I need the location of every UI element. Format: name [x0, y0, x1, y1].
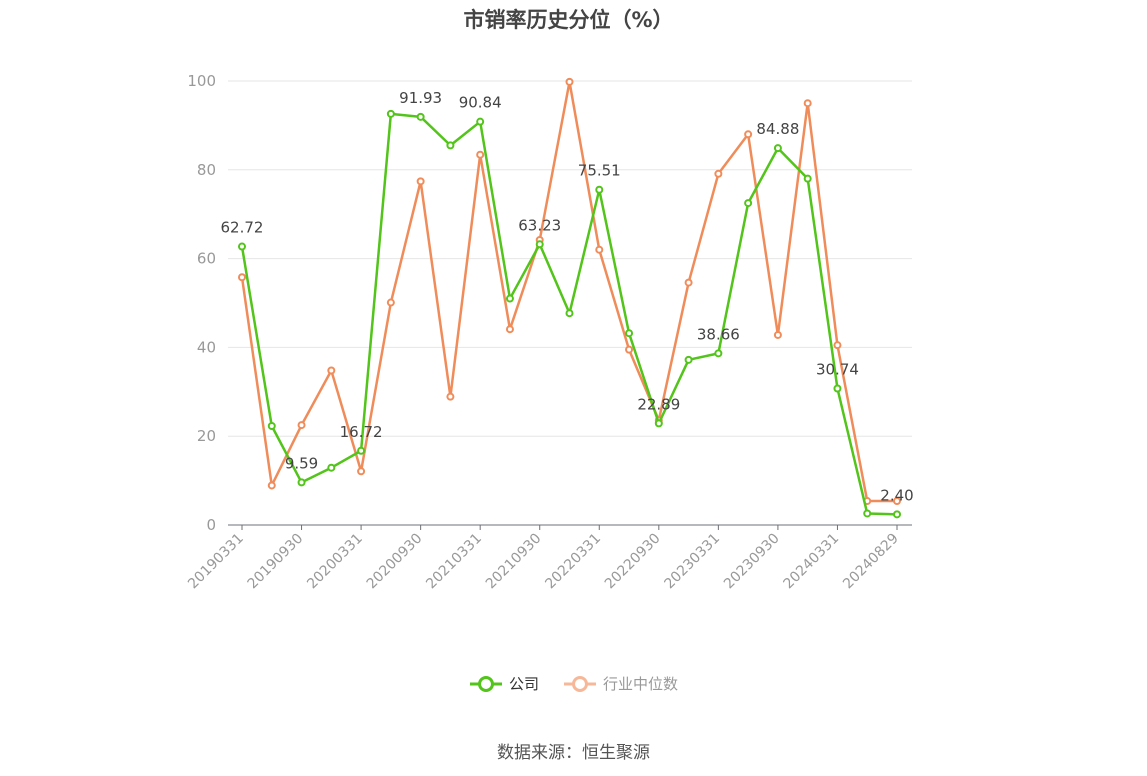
- data-point-company: [684, 355, 693, 364]
- data-point-industry: [625, 345, 634, 354]
- x-tick-label: 20190930: [245, 531, 307, 593]
- label-layer: 62.72 9.59 16.72 91.93 90.84 63.23 75.51 22.89 3…: [221, 89, 914, 505]
- data-point-company: [476, 117, 485, 126]
- legend-marker-company-icon: [469, 675, 502, 692]
- data-point-industry: [505, 325, 514, 334]
- data-point-company: [833, 384, 842, 393]
- axis-layer: 0 20 40 60 80 100 2019033120190930202003312020…: [185, 72, 912, 592]
- legend: 公司 行业中位数: [0, 673, 1147, 694]
- data-point-industry: [773, 330, 782, 339]
- data-label: 90.84: [459, 94, 502, 112]
- data-label: 38.66: [697, 325, 740, 343]
- series-layer: [238, 77, 901, 519]
- data-point-company: [654, 419, 663, 428]
- data-point-company: [357, 446, 366, 455]
- data-point-industry: [684, 278, 693, 287]
- x-tick-label: 20210930: [483, 531, 545, 593]
- data-point-company: [416, 112, 425, 121]
- data-label: 84.88: [756, 120, 799, 138]
- x-tick-label: 20190331: [185, 531, 247, 593]
- x-tick-label: 20220331: [542, 531, 604, 593]
- data-point-company: [327, 463, 336, 472]
- data-point-company: [803, 174, 812, 183]
- y-tick-label: 0: [206, 516, 216, 534]
- data-label: 75.51: [578, 162, 621, 180]
- x-tick-label: 20240829: [840, 531, 902, 593]
- data-point-company: [893, 510, 901, 519]
- data-point-industry: [327, 366, 336, 375]
- data-point-company: [446, 141, 455, 150]
- data-point-industry: [297, 421, 306, 430]
- data-source: 数据来源：恒生聚源: [497, 743, 650, 763]
- legend-label-company: 公司: [508, 675, 539, 693]
- data-label: 30.74: [816, 361, 859, 379]
- data-label: 91.93: [399, 89, 442, 107]
- data-label: 9.59: [285, 454, 318, 472]
- x-tick-label: 20210331: [423, 531, 485, 593]
- data-point-industry: [565, 77, 574, 86]
- data-point-company: [505, 294, 514, 303]
- data-point-industry: [893, 497, 901, 506]
- legend-label-industry: 行业中位数: [603, 675, 679, 693]
- data-label: 16.72: [340, 423, 383, 441]
- line-chart: 0 20 40 60 80 100 2019033120190930202003312020…: [185, 72, 914, 592]
- data-point-industry: [714, 169, 723, 178]
- x-tick-label: 20240331: [781, 531, 843, 593]
- y-tick-label: 60: [197, 250, 216, 268]
- data-point-company: [386, 109, 395, 118]
- x-tick-label: 20200930: [364, 531, 426, 593]
- data-point-company: [297, 478, 306, 487]
- data-point-industry: [446, 392, 455, 401]
- y-tick-label: 100: [187, 72, 216, 90]
- data-point-industry: [803, 99, 812, 108]
- data-point-industry: [476, 150, 485, 159]
- y-tick-label: 80: [197, 161, 216, 179]
- data-point-industry: [416, 177, 425, 186]
- data-label: 62.72: [221, 219, 264, 237]
- data-point-company: [744, 199, 753, 208]
- x-tick-label: 20230930: [721, 531, 783, 593]
- data-label: 22.89: [637, 395, 680, 413]
- legend-marker-industry-icon: [564, 675, 596, 692]
- data-point-company: [625, 329, 634, 338]
- x-tick-label: 20220930: [602, 531, 664, 593]
- x-tick-label: 20230331: [661, 531, 723, 593]
- data-point-industry: [386, 298, 395, 307]
- data-label: 2.40: [880, 486, 913, 504]
- legend-item-company[interactable]: 公司: [469, 673, 539, 694]
- data-point-industry: [744, 130, 753, 139]
- data-point-industry: [833, 341, 842, 350]
- data-point-company: [595, 185, 604, 194]
- data-point-industry: [267, 481, 276, 490]
- data-point-company: [714, 349, 723, 358]
- data-point-industry: [238, 273, 246, 282]
- y-tick-label: 20: [197, 427, 216, 445]
- data-point-company: [238, 242, 246, 251]
- x-tick-label: 20200331: [304, 531, 366, 593]
- data-point-industry: [357, 467, 366, 476]
- data-label: 63.23: [518, 216, 561, 234]
- y-tick-label: 40: [197, 338, 216, 356]
- chart-title: 市销率历史分位（%）: [463, 8, 674, 32]
- legend-item-industry[interactable]: 行业中位数: [563, 673, 678, 694]
- grid-layer: [228, 80, 912, 437]
- data-point-industry: [595, 245, 604, 254]
- data-point-company: [535, 240, 544, 249]
- data-point-company: [565, 309, 574, 318]
- data-point-company: [863, 509, 872, 518]
- data-point-company: [773, 144, 782, 153]
- data-point-company: [267, 421, 276, 430]
